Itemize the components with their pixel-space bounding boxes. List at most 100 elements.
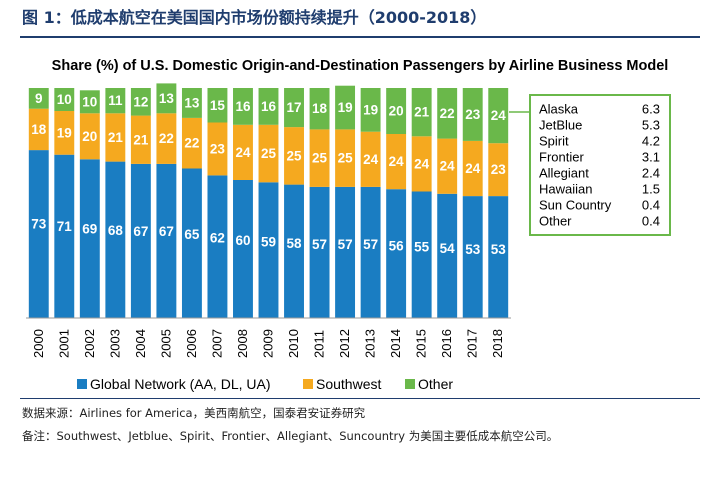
data-label: 25 [261,146,277,161]
breakdown-value: 1.5 [642,182,660,197]
data-label: 73 [31,216,47,231]
data-label: 56 [389,238,405,253]
breakdown-value: 0.4 [642,198,660,213]
x-tick-label: 2016 [439,329,454,358]
x-tick-label: 2014 [388,329,403,358]
data-label: 22 [159,131,174,146]
bar-segment-1 [411,191,432,318]
data-label: 24 [235,145,251,160]
bar-segment-1 [437,193,458,318]
bar-segment-1 [309,186,330,318]
x-tick-label: 2002 [82,329,97,358]
figure-title: 图 1：低成本航空在美国国内市场份额持续提升（2000-2018） [22,8,487,27]
data-label: 25 [287,148,303,163]
x-tick-label: 2012 [337,329,352,358]
bar-segment-1 [386,189,407,318]
bar-segment-2 [284,127,304,185]
bar-segment-1 [462,196,483,318]
data-label: 19 [363,102,378,117]
data-label: 24 [491,108,507,123]
bar-segment-3 [284,88,304,128]
breakdown-value: 2.4 [642,166,660,181]
data-label: 9 [35,91,43,106]
data-label: 13 [159,91,175,106]
data-label: 25 [312,151,328,166]
data-label: 65 [184,227,200,242]
breakdown-name: Other [539,214,572,229]
x-tick-label: 2006 [184,329,199,358]
data-label: 67 [133,224,148,239]
bar-segment-1 [284,184,304,318]
bar-segment-2 [462,140,483,197]
x-tick-label: 2004 [133,329,148,358]
data-label: 57 [363,237,378,252]
data-label: 59 [261,235,276,250]
legend-swatch [405,379,415,389]
bar-segment-2 [28,108,49,151]
bar-segment-2 [386,134,407,190]
data-label: 57 [338,237,353,252]
data-label: 16 [235,99,251,114]
bar-segment-3 [462,88,483,141]
data-label: 18 [31,122,47,137]
breakdown-name: Sun Country [539,198,612,213]
x-tick-label: 2007 [209,329,224,358]
data-label: 17 [287,100,302,115]
bar-segment-3 [437,88,458,139]
bar-segment-3 [156,83,177,114]
data-label: 24 [389,154,405,169]
bar-segment-3 [130,88,151,116]
data-label: 71 [57,219,73,234]
bar-segment-2 [335,129,356,187]
legend-label: Other [418,376,453,392]
breakdown-value: 4.2 [642,134,660,149]
data-label: 53 [465,242,481,257]
data-label: 20 [389,104,404,119]
data-label: 12 [133,94,148,109]
breakdown-value: 5.3 [642,118,660,133]
bar-segment-1 [79,159,100,318]
bar-segment-2 [309,129,330,187]
bar-segment-1 [156,163,177,318]
data-label: 22 [184,136,199,151]
chart-title: Share (%) of U.S. Domestic Origin-and-De… [51,58,669,74]
bar-segment-1 [258,182,279,318]
legend-swatch [303,379,313,389]
data-label: 25 [338,151,354,166]
x-tick-label: 2003 [107,329,122,358]
bar-segment-2 [105,113,126,162]
data-label: 69 [82,222,97,237]
footer-divider [20,398,700,399]
x-tick-label: 2017 [465,329,480,358]
bar-segment-1 [207,175,228,318]
data-label: 53 [491,242,507,257]
bar-segment-1 [54,154,75,318]
data-label: 10 [82,94,97,109]
data-label: 68 [108,223,124,238]
bar-segment-1 [28,150,49,318]
bar-segment-2 [79,113,100,160]
data-label: 24 [414,156,430,171]
bar-segment-2 [54,111,75,155]
bar-segment-3 [335,85,356,130]
x-tick-label: 2015 [414,329,429,358]
bar-segment-3 [181,88,202,118]
bar-segment-1 [335,186,356,318]
bar-segment-3 [105,88,126,114]
bar-segment-3 [309,88,330,130]
data-label: 20 [82,129,97,144]
data-label: 13 [184,95,200,110]
data-label: 18 [312,101,328,116]
remark-note: 备注：Southwest、Jetblue、Spirit、Frontier、All… [22,429,559,443]
bar-segment-3 [79,90,100,114]
x-tick-label: 2009 [261,329,276,358]
legend-swatch [77,379,87,389]
breakdown-name: Spirit [539,134,569,149]
bar-segment-3 [54,88,75,111]
breakdown-value: 0.4 [642,214,660,229]
data-label: 23 [465,107,481,122]
data-label: 22 [440,106,455,121]
bar-segment-2 [130,115,151,164]
bar-segment-1 [488,196,509,318]
data-label: 19 [338,100,353,115]
